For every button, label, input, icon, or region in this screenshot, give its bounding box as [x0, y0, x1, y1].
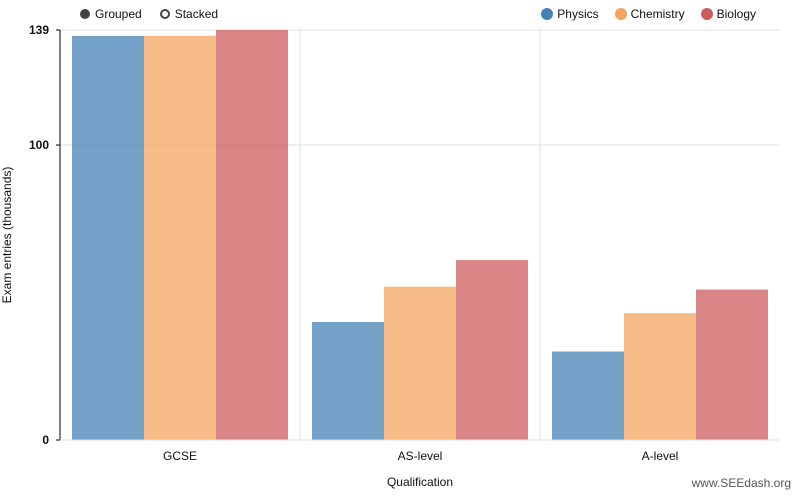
legend-label-chemistry: Chemistry	[630, 7, 685, 21]
bar-physics-gcse	[72, 35, 144, 440]
legend-swatch-physics	[541, 8, 554, 20]
grouped-option[interactable]: Grouped	[80, 7, 142, 21]
stacked-radio-icon[interactable]	[159, 9, 170, 19]
legend-label-physics: Physics	[557, 7, 599, 21]
x-tick-label: AS-level	[398, 449, 443, 463]
y-tick-label: 0	[42, 433, 49, 447]
x-tick-label: A-level	[642, 449, 679, 463]
stacked-option[interactable]: Stacked	[159, 7, 219, 21]
bar-chemistry-a-level	[624, 313, 696, 440]
legend-swatch-biology	[700, 8, 713, 20]
bar-chemistry-gcse	[144, 35, 216, 440]
bar-chemistry-as-level	[384, 286, 456, 440]
y-tick-label: 100	[29, 138, 49, 152]
legend-label-biology: Biology	[716, 7, 756, 21]
grouped-radio-icon[interactable]	[80, 9, 90, 19]
chart-legend: Physics Chemistry Biology	[541, 7, 756, 21]
legend-swatch-chemistry	[614, 8, 627, 20]
legend-item-chemistry[interactable]: Chemistry	[614, 7, 685, 21]
legend-item-biology[interactable]: Biology	[700, 7, 756, 21]
bar-biology-as-level	[456, 260, 528, 440]
footer-credit: www.SEEdash.org	[691, 476, 791, 490]
x-tick-label: GCSE	[163, 449, 197, 463]
y-tick-label: 139	[29, 23, 49, 37]
legend-item-physics[interactable]: Physics	[541, 7, 599, 21]
grouped-label: Grouped	[95, 7, 142, 21]
bar-biology-gcse	[216, 30, 288, 440]
bar-physics-a-level	[552, 351, 624, 440]
stacked-label: Stacked	[174, 7, 219, 21]
bar-biology-a-level	[696, 289, 768, 440]
x-axis-title: Qualification	[387, 475, 453, 489]
bar-physics-as-level	[312, 322, 384, 440]
y-axis-title: Exam entries (thousands)	[0, 167, 14, 304]
mode-controls: Grouped Stacked	[80, 7, 218, 21]
